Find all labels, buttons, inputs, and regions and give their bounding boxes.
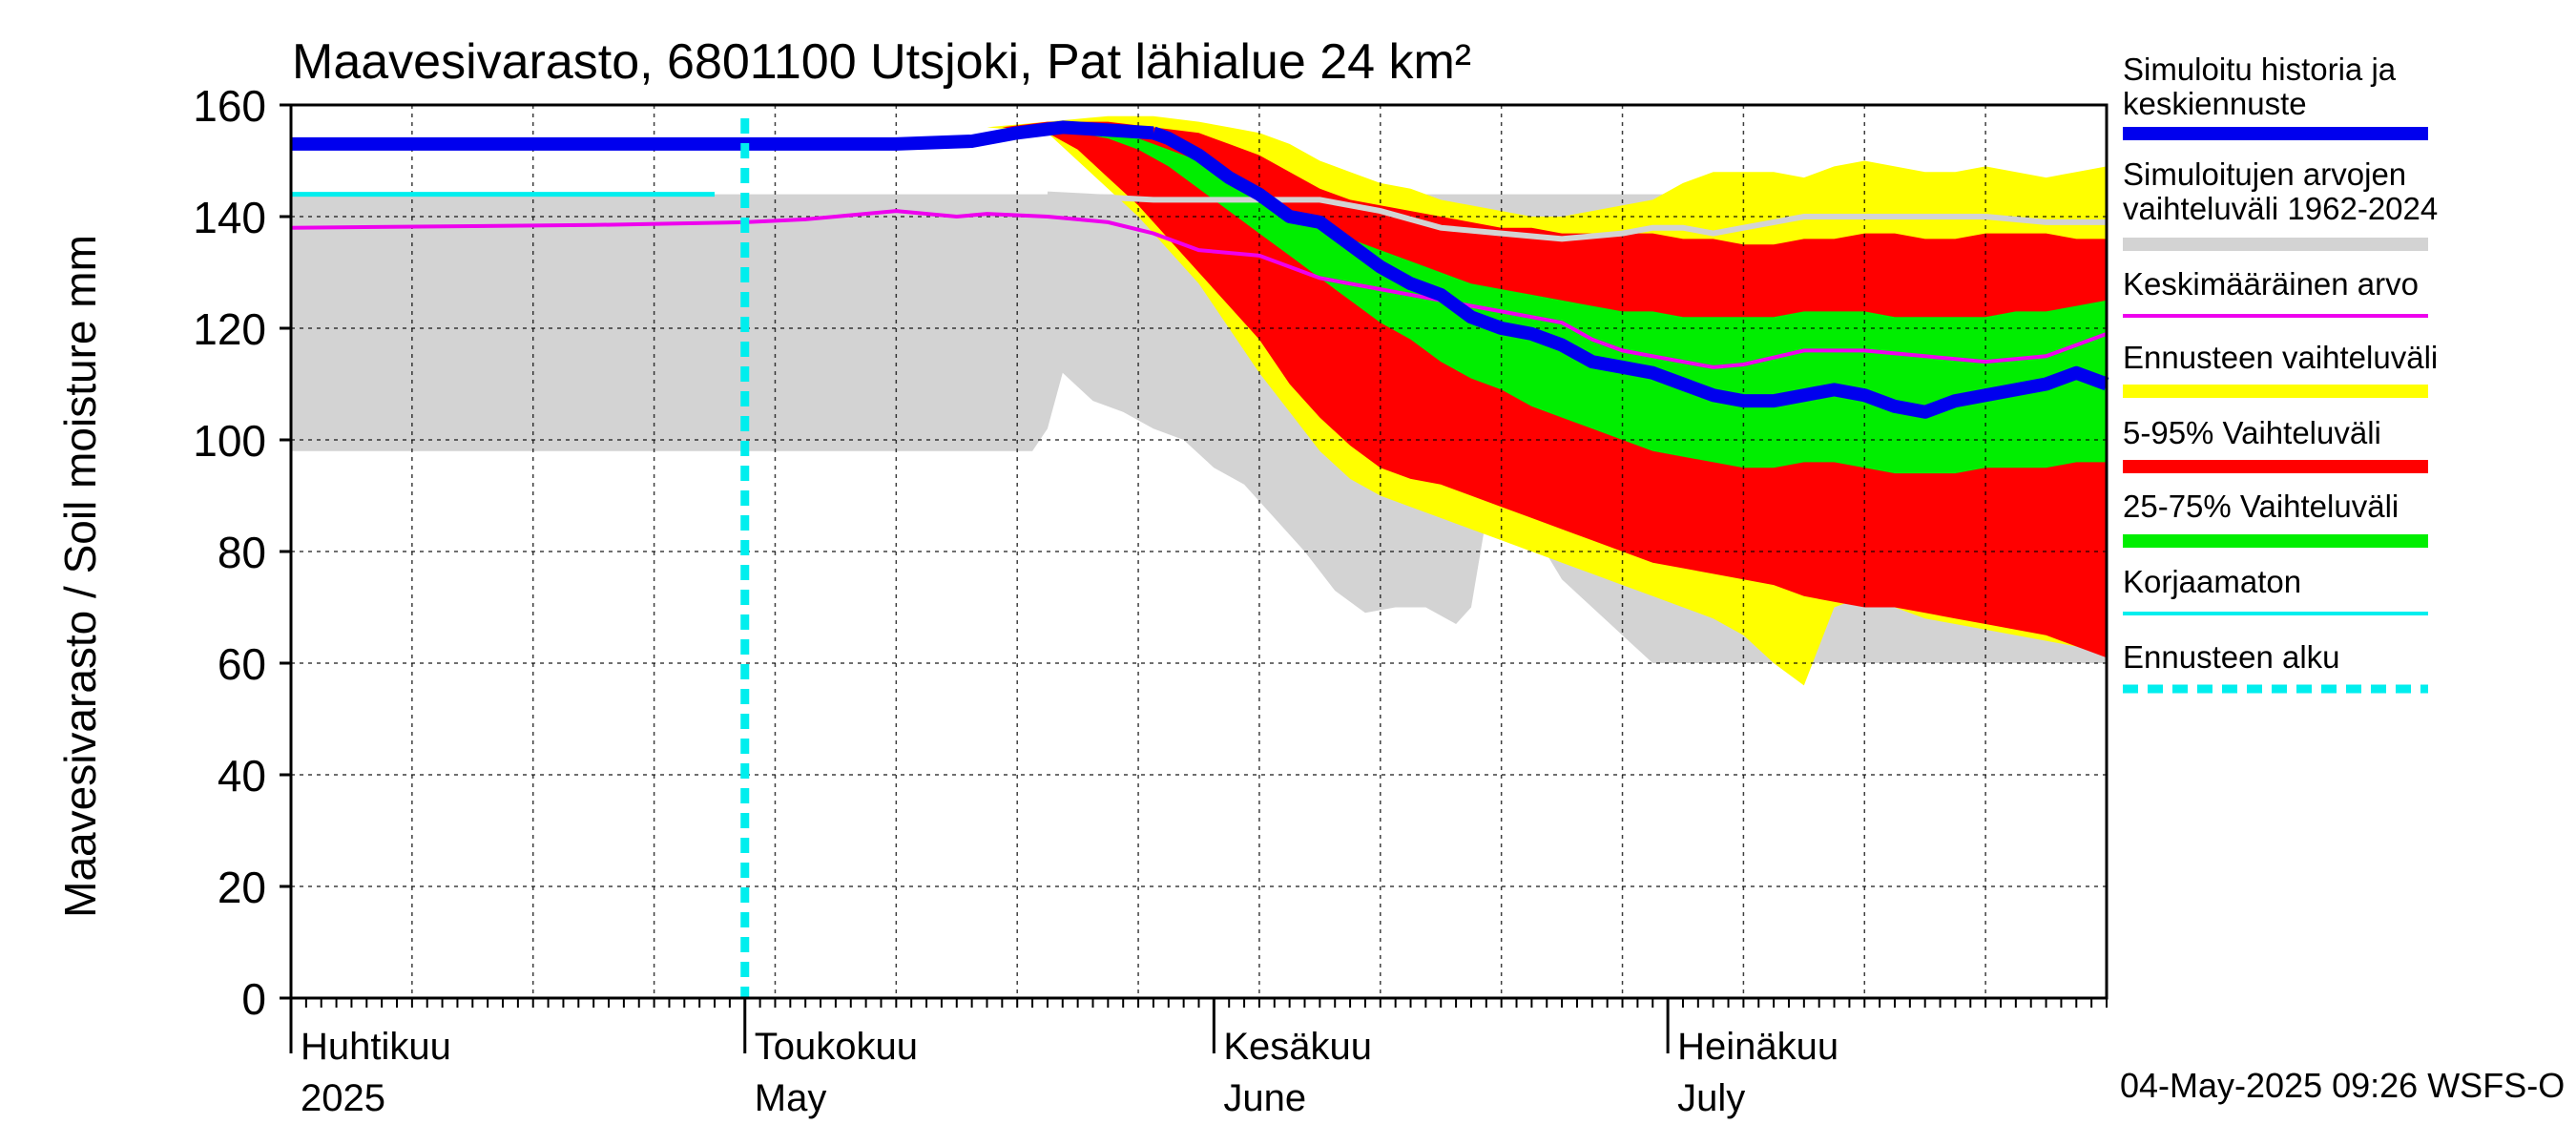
y-tick-label: 140 <box>193 193 266 242</box>
forecast-mean-line <box>1151 126 2109 419</box>
legend-label: Simuloitujen arvojen <box>2123 156 2406 192</box>
line-layer <box>290 118 2109 998</box>
history-line <box>291 120 1154 151</box>
month-label-en: June <box>1223 1077 1306 1119</box>
month-label-en: 2025 <box>301 1077 385 1119</box>
legend-label: 5-95% Vaihteluväli <box>2123 415 2381 450</box>
legend-label: Ennusteen alku <box>2123 639 2340 675</box>
y-tick-label: 0 <box>241 974 266 1024</box>
month-label-fi: Heinäkuu <box>1677 1026 1839 1068</box>
legend-label: vaihteluväli 1962-2024 <box>2123 191 2438 226</box>
legend-label: Keskimääräinen arvo <box>2123 266 2419 302</box>
y-tick-label: 120 <box>193 304 266 354</box>
axes-layer: 0 20 40 60 80 100 120 140 160 Huhtikuu 2025 Toukoku… <box>193 81 2109 1119</box>
legend-label: Simuloitu historia ja <box>2123 52 2397 87</box>
legend-label: keskiennuste <box>2123 86 2307 121</box>
y-tick-label: 40 <box>218 751 266 801</box>
y-tick-label: 60 <box>218 639 266 689</box>
mean-line <box>290 209 2108 369</box>
y-tick-label: 160 <box>193 81 266 131</box>
month-label-fi: Toukokuu <box>755 1026 918 1068</box>
y-tick-label: 100 <box>193 416 266 466</box>
y-axis-label: Maavesivarasto / Soil moisture mm <box>55 235 105 918</box>
legend-label: Korjaamaton <box>2123 564 2301 599</box>
month-label-en: May <box>755 1077 827 1119</box>
timestamp: 04-May-2025 09:26 WSFS-O <box>2120 1066 2565 1105</box>
y-tick-label: 80 <box>218 528 266 577</box>
month-label-en: July <box>1677 1077 1745 1119</box>
month-label-fi: Huhtikuu <box>301 1026 451 1068</box>
grid-layer <box>291 104 2107 998</box>
median-grey-line <box>1047 191 2107 242</box>
y-tick-label: 20 <box>218 863 266 912</box>
legend-label: Ennusteen vaihteluväli <box>2123 340 2438 375</box>
month-label-fi: Kesäkuu <box>1223 1026 1372 1068</box>
chart-title: Maavesivarasto, 6801100 Utsjoki, Pat läh… <box>292 34 1471 90</box>
legend-label: 25-75% Vaihteluväli <box>2123 489 2399 524</box>
